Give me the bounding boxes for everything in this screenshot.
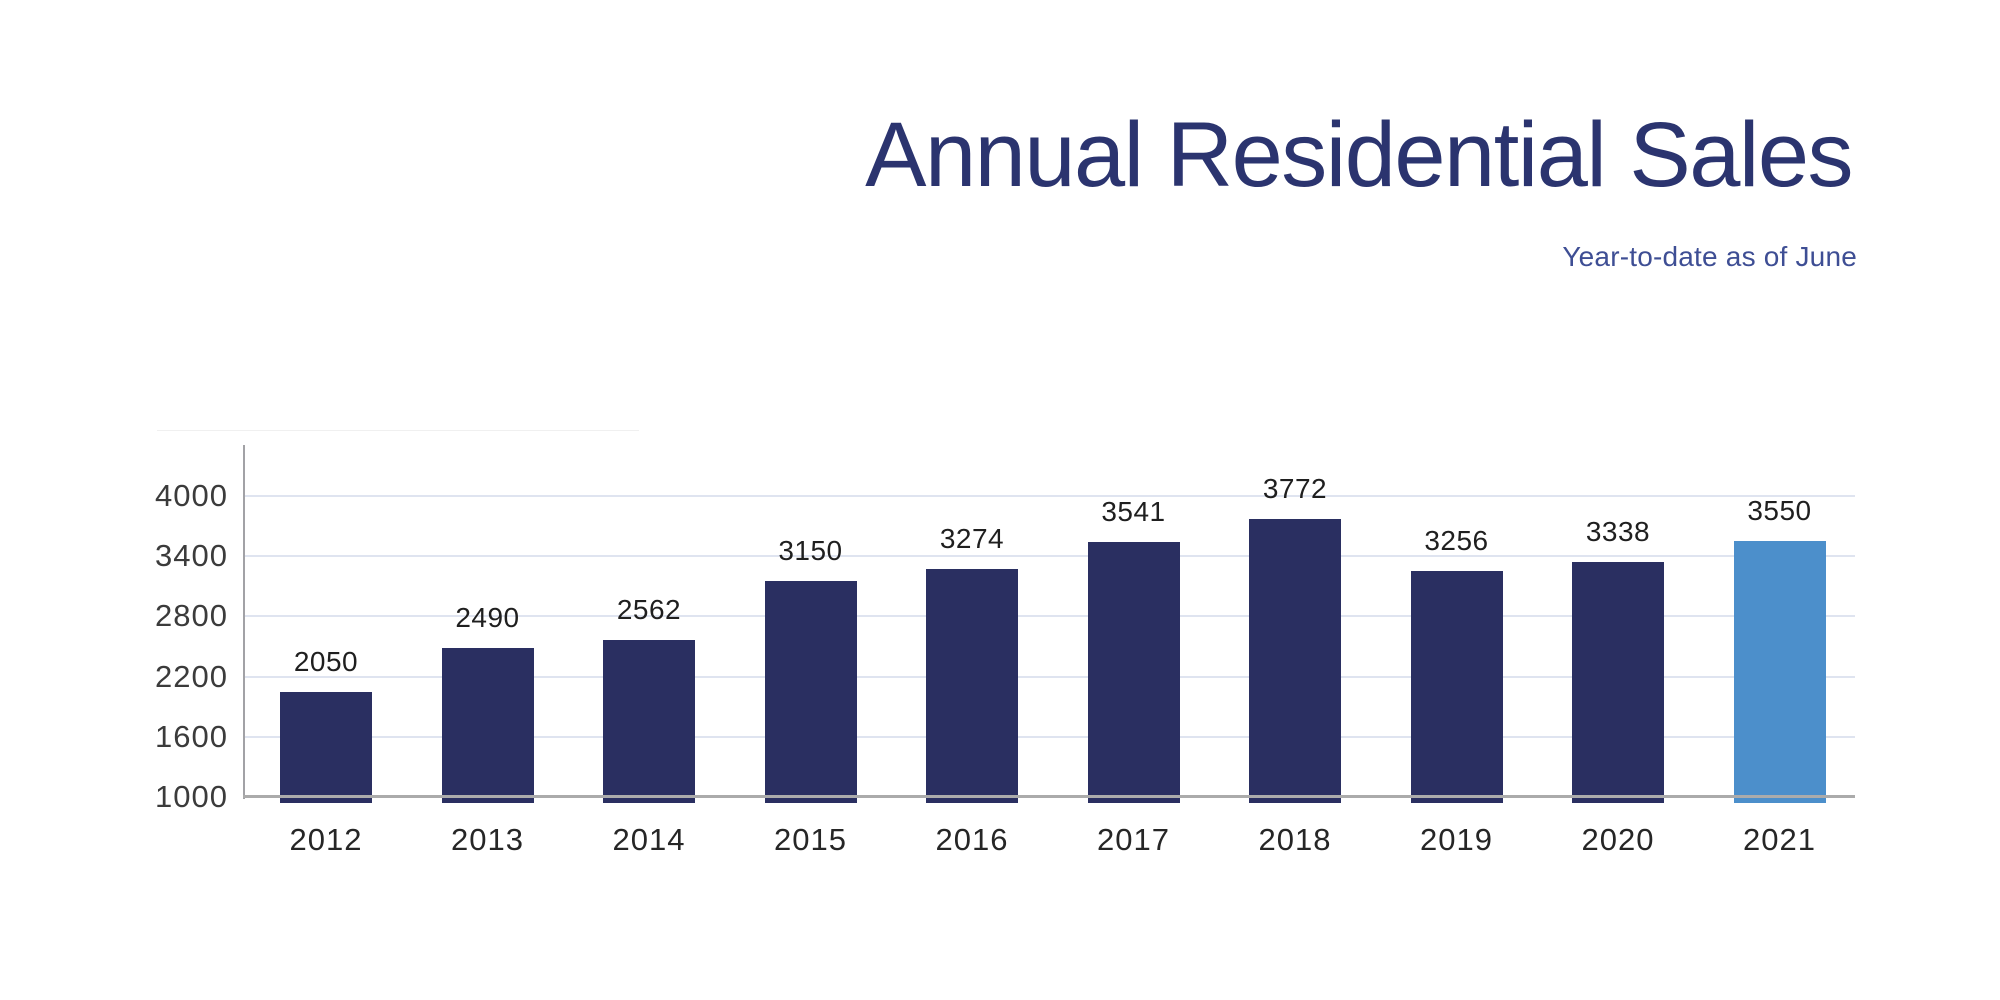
y-axis-tick-label: 3400 xyxy=(155,538,228,574)
bar-value-label: 2050 xyxy=(293,645,359,677)
x-axis-label: 2018 xyxy=(1258,822,1332,857)
x-axis-label: 2019 xyxy=(1420,822,1493,857)
bar-2019 xyxy=(1410,570,1503,803)
x-axis-label: 2017 xyxy=(1097,822,1170,857)
chart-title: Annual Residential Sales xyxy=(865,104,1853,206)
bar-value-label: 3338 xyxy=(1585,516,1651,548)
bar-value-label: 3150 xyxy=(778,535,843,567)
gridline xyxy=(244,675,1855,678)
bar-value-label: 2490 xyxy=(455,601,520,633)
bar-2014 xyxy=(603,640,695,803)
x-axis-label: 2020 xyxy=(1581,822,1655,857)
bar-2020 xyxy=(1572,562,1664,803)
bar-value-label: 3541 xyxy=(1101,496,1166,528)
chart-subtitle: Year-to-date as of June xyxy=(1562,241,1857,272)
x-axis-line xyxy=(243,795,1855,798)
gridline xyxy=(244,615,1855,618)
y-axis-tick-label: 2800 xyxy=(155,598,228,634)
bar-2012 xyxy=(280,691,372,803)
y-axis-tick-label: 1600 xyxy=(155,718,228,754)
bar-2015 xyxy=(764,581,857,803)
bar-2013 xyxy=(441,647,534,803)
bar-2021 xyxy=(1733,541,1826,803)
y-axis-line xyxy=(243,445,245,799)
bar-2017 xyxy=(1087,542,1180,803)
x-axis-label: 2021 xyxy=(1743,822,1816,857)
bar-2016 xyxy=(926,568,1018,803)
bar-2018 xyxy=(1249,518,1341,803)
bar-value-label: 3772 xyxy=(1262,472,1328,504)
x-axis-label: 2016 xyxy=(935,822,1009,857)
bar-value-label: 2562 xyxy=(616,594,682,626)
x-axis-label: 2014 xyxy=(612,822,686,857)
gridline xyxy=(244,735,1855,738)
bar-value-label: 3256 xyxy=(1424,524,1489,556)
bar-value-label: 3550 xyxy=(1747,495,1812,527)
bar-value-label: 3274 xyxy=(939,522,1005,554)
gridline xyxy=(244,495,1855,497)
y-axis-tick-label: 1000 xyxy=(155,779,228,814)
gridline xyxy=(244,555,1855,558)
y-axis-tick-label: 2200 xyxy=(155,658,228,694)
card-top-edge xyxy=(157,430,639,431)
y-axis-tick-label: 4000 xyxy=(155,478,228,513)
x-axis-label: 2013 xyxy=(451,822,524,857)
x-axis-label: 2015 xyxy=(774,822,847,857)
x-axis-label: 2012 xyxy=(289,822,363,857)
